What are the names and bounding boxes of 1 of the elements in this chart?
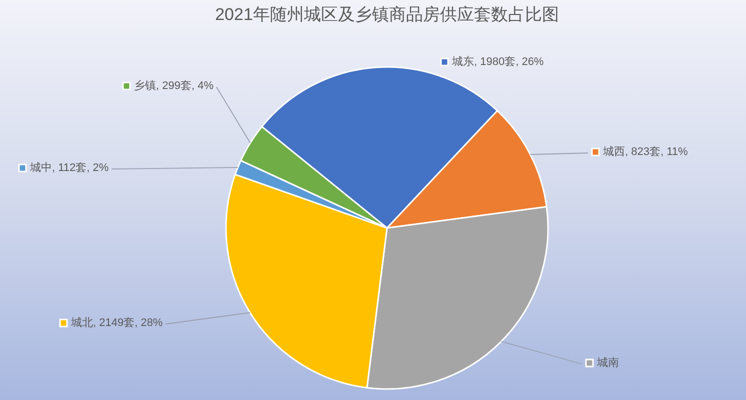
title: 2021年随州城区及乡镇商品房供应套数占比图 bbox=[215, 5, 559, 24]
